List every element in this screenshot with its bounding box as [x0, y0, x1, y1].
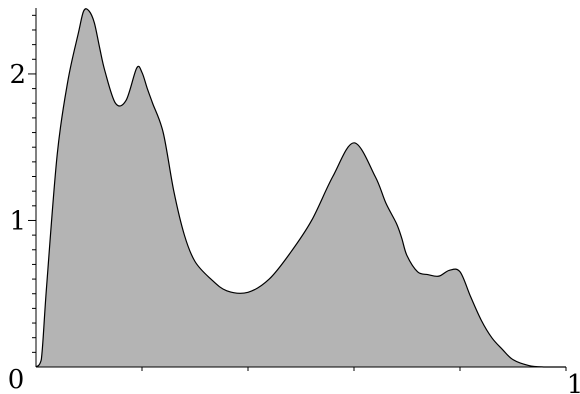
axes — [35, 8, 566, 368]
y-tick-label-1: 1 — [9, 206, 26, 236]
y-tick-label-2: 2 — [9, 60, 26, 90]
x-tick-label-1: 1 — [567, 370, 580, 394]
x-tick-label-0: 0 — [8, 365, 25, 394]
area-fill — [36, 8, 566, 367]
series-line — [35, 8, 566, 368]
ticks — [28, 14, 567, 371]
area-layer — [35, 8, 566, 368]
